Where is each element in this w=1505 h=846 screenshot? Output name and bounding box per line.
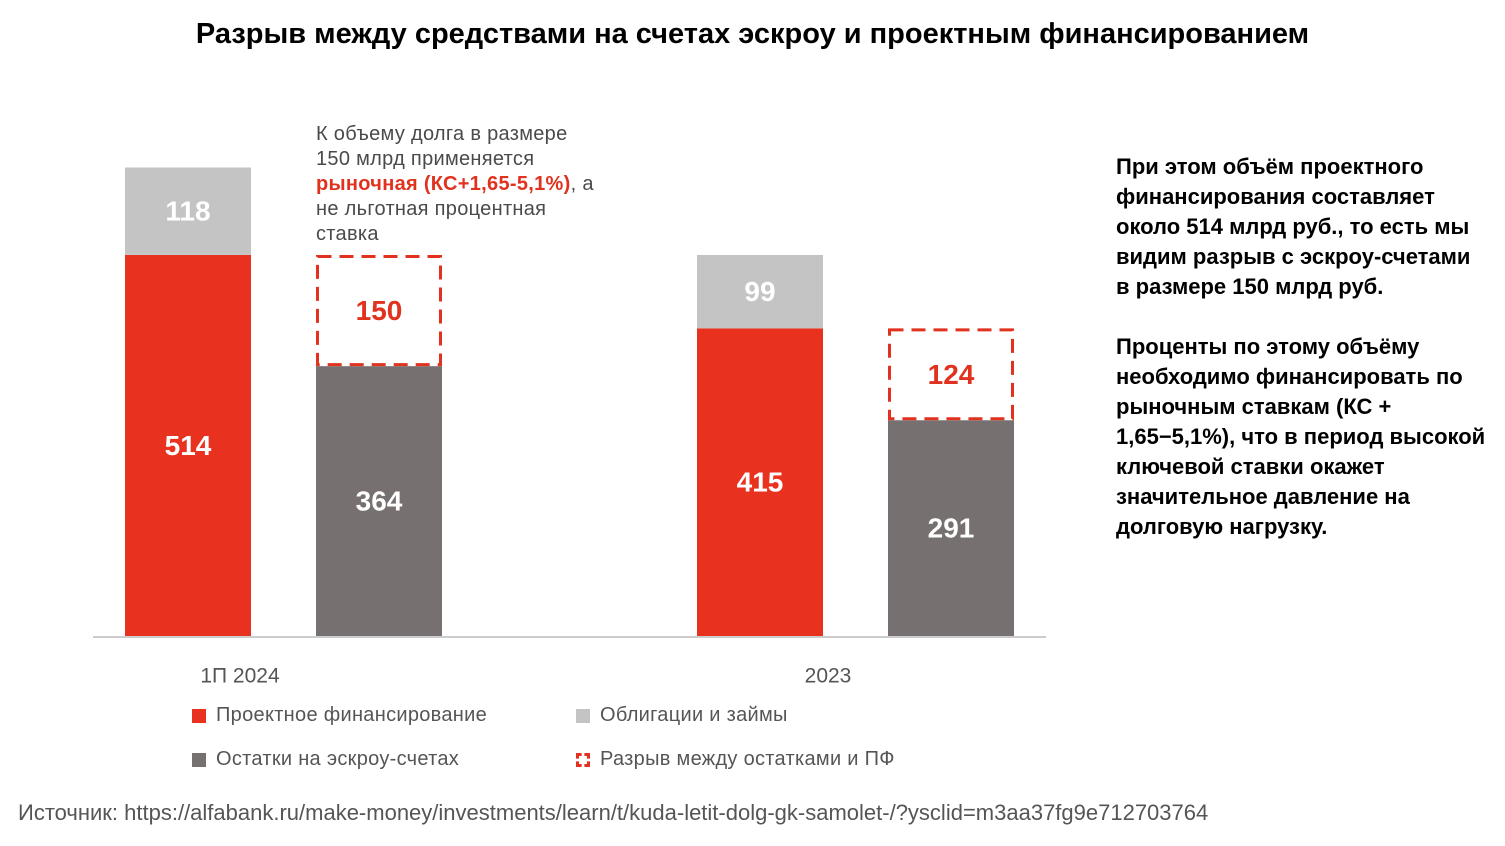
data-label-escrow-balances: 364	[356, 486, 403, 517]
bar-gap-dashed	[888, 328, 1014, 421]
chart-title: Разрыв между средствами на счетах эскроу…	[195, 18, 1310, 50]
bar-escrow-balances	[888, 420, 1014, 636]
annotation-line-1: К объему долга в размере	[316, 123, 568, 145]
data-label-escrow-balances: 291	[928, 513, 975, 544]
data-label-bonds-loans: 118	[165, 196, 210, 227]
bar-project-financing	[125, 254, 251, 636]
legend-item-bonds: Облигации и займы	[576, 704, 788, 727]
side-commentary: При этом объём проектного финансирования…	[1116, 152, 1486, 572]
legend-item-pf: Проектное финансирование	[192, 704, 487, 727]
side-paragraph-2: Проценты по этому объёму необходимо фина…	[1116, 334, 1486, 539]
bar-escrow-balances	[316, 366, 442, 636]
side-paragraph-1: При этом объём проектного финансирования…	[1116, 154, 1471, 299]
source-note: Источник: https://alfabank.ru/make-money…	[18, 800, 1209, 825]
bar-project-financing	[697, 328, 823, 636]
legend-item-gap: Разрыв между остатками и ПФ	[576, 748, 895, 771]
annotation-highlight: рыночная (КС+1,65-5,1%)	[316, 173, 571, 195]
chart-legend: Проектное финансирование Облигации и зай…	[192, 704, 1012, 784]
annotation-line-4: не льготная процентная	[316, 198, 547, 220]
legend-swatch-gap	[576, 752, 590, 767]
legend-label-gap: Разрыв между остатками и ПФ	[600, 748, 895, 770]
x-tick-label: 1П 2024	[200, 665, 280, 688]
annotation-after-highlight: , а	[570, 173, 594, 195]
annotation-line-3: рыночная (КС+1,65-5,1%), а	[316, 172, 676, 197]
annotation-line-2: 150 млрд применяется	[316, 148, 535, 170]
bar-bonds-loans	[697, 254, 823, 329]
legend-item-escrow: Остатки на эскроу-счетах	[192, 748, 459, 771]
legend-swatch-bonds	[576, 708, 590, 723]
legend-label-escrow: Остатки на эскроу-счетах	[216, 748, 460, 770]
data-label-project-financing: 415	[737, 467, 784, 498]
bar-gap-dashed	[316, 254, 442, 367]
legend-swatch-pf	[192, 708, 206, 723]
legend-label-pf: Проектное финансирование	[216, 704, 488, 726]
legend-swatch-escrow	[192, 752, 206, 767]
legend-label-bonds: Облигации и займы	[600, 704, 788, 726]
annotation-line-5: ставка	[316, 223, 379, 245]
x-tick-label: 2023	[805, 665, 852, 688]
data-label-gap: 150	[356, 295, 403, 326]
data-label-gap: 124	[928, 359, 975, 390]
data-label-bonds-loans: 99	[744, 276, 775, 307]
data-label-project-financing: 514	[165, 430, 212, 461]
chart-annotation: К объему долга в размере 150 млрд примен…	[316, 122, 676, 247]
bar-bonds-loans	[125, 167, 251, 255]
